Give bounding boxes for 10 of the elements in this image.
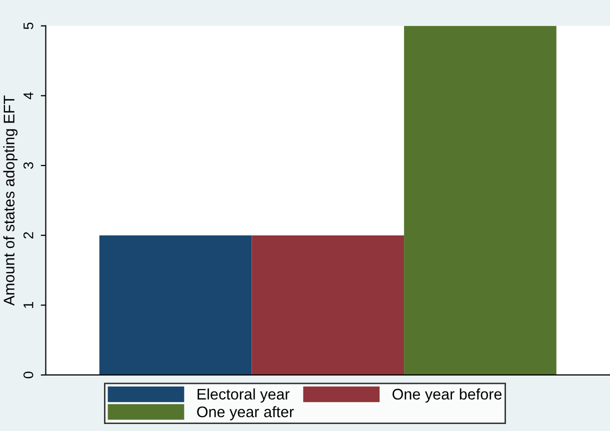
y-tick-label: 5	[24, 22, 34, 30]
legend-label: One year before	[392, 388, 502, 403]
y-axis-title: Amount of states adopting EFT	[3, 95, 18, 306]
y-tick-label: 2	[23, 232, 34, 238]
y-tick-label: 1	[24, 302, 34, 308]
y-tick-label: 3	[23, 162, 34, 169]
legend-label: One year after	[197, 406, 294, 420]
legend-label: Electoral year	[198, 388, 290, 403]
y-tick-label: 0	[23, 372, 34, 378]
y-tick-label: 4	[24, 92, 34, 100]
